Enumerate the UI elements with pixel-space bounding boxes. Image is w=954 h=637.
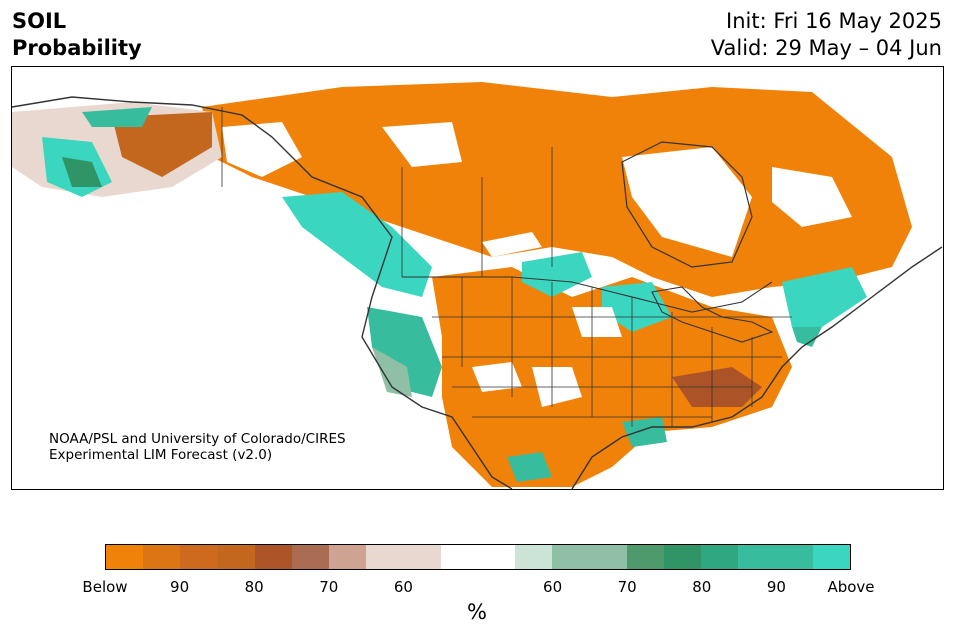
above-northeast: [782, 267, 867, 327]
colorbar-tick-label: 70: [319, 578, 339, 596]
coastline: [12, 96, 943, 489]
neutral-patch: [772, 167, 852, 227]
colorbar-segment: [440, 545, 479, 569]
colorbar-segment: [254, 545, 293, 569]
above-alaska-core: [62, 157, 102, 187]
above-northern-plains: [522, 252, 592, 297]
colorbar-tick-label: 60: [543, 578, 563, 596]
colorbar-segment: [589, 545, 627, 569]
credit-line-1: NOAA/PSL and University of Colorado/CIRE…: [49, 431, 346, 447]
above-great-lakes: [602, 282, 672, 332]
colorbar-segment: [478, 545, 516, 569]
colorbar-segment: [812, 545, 851, 569]
init-date: Init: Fri 16 May 2025: [726, 9, 942, 33]
credit-line-2: Experimental LIM Forecast (v2.0): [49, 447, 273, 463]
colorbar-tick-label: Above: [827, 578, 875, 596]
variable-title: SOIL: [12, 9, 67, 33]
colorbar-tick-label: 70: [617, 578, 637, 596]
neutral-patch: [482, 232, 542, 257]
colorbar-segment: [143, 545, 181, 569]
colorbar-segment: [329, 545, 367, 569]
neutral-patch: [572, 307, 622, 337]
colorbar-segment: [775, 545, 813, 569]
province-lines: [221, 107, 553, 277]
colorbar-segment: [106, 545, 144, 569]
colorbar-segment: [180, 545, 218, 569]
neutral-patch: [382, 122, 462, 167]
colorbar-segment: [664, 545, 702, 569]
colorbar-tick-label: 90: [170, 578, 190, 596]
above-alaska-north: [82, 107, 152, 127]
great-lakes: [651, 286, 774, 343]
hudson-bay: [621, 141, 753, 268]
colorbar-segment: [626, 545, 665, 569]
colorbar-segment: [217, 545, 255, 569]
colorbar-segment: [515, 545, 553, 569]
below-region-conus: [432, 267, 792, 487]
state-lines: [432, 277, 792, 427]
mid-below-alaska: [112, 112, 212, 177]
colorbar-segment: [701, 545, 739, 569]
colorbar-segment: [738, 545, 776, 569]
colorbar-tick-label: 90: [766, 578, 786, 596]
valid-date: Valid: 29 May – 04 Jun: [710, 36, 942, 60]
colorbar-tick-label: 60: [393, 578, 413, 596]
colorbar-tick-label: 80: [692, 578, 712, 596]
neutral-patch: [222, 122, 302, 177]
colorbar-unit: %: [467, 600, 487, 624]
neutral-patch: [472, 362, 522, 392]
date-block: Init: Fri 16 May 2025 Valid: 29 May – 04…: [711, 8, 942, 62]
above-california-weak: [372, 347, 412, 397]
neutral-patch: [622, 147, 752, 257]
credit-text: NOAA/PSL and University of Colorado/CIRE…: [49, 431, 346, 463]
product-title: Probability: [12, 36, 142, 60]
forecast-map: [11, 66, 944, 490]
colorbar-segment: [552, 545, 590, 569]
colorbar-tick-label: Below: [82, 578, 128, 596]
colorbar-segment: [366, 545, 404, 569]
colorbar-segment: [292, 545, 330, 569]
title-block: SOIL Probability: [12, 8, 142, 62]
colorbar-tick-label: 80: [244, 578, 264, 596]
above-northeast-rim: [792, 327, 822, 347]
map-canvas: [12, 82, 943, 489]
above-mexico-west: [507, 452, 552, 482]
above-gulf-coast: [622, 417, 667, 447]
colorbar-segment: [403, 545, 441, 569]
colorbar: [105, 544, 851, 570]
above-pacific-northwest: [282, 192, 432, 297]
